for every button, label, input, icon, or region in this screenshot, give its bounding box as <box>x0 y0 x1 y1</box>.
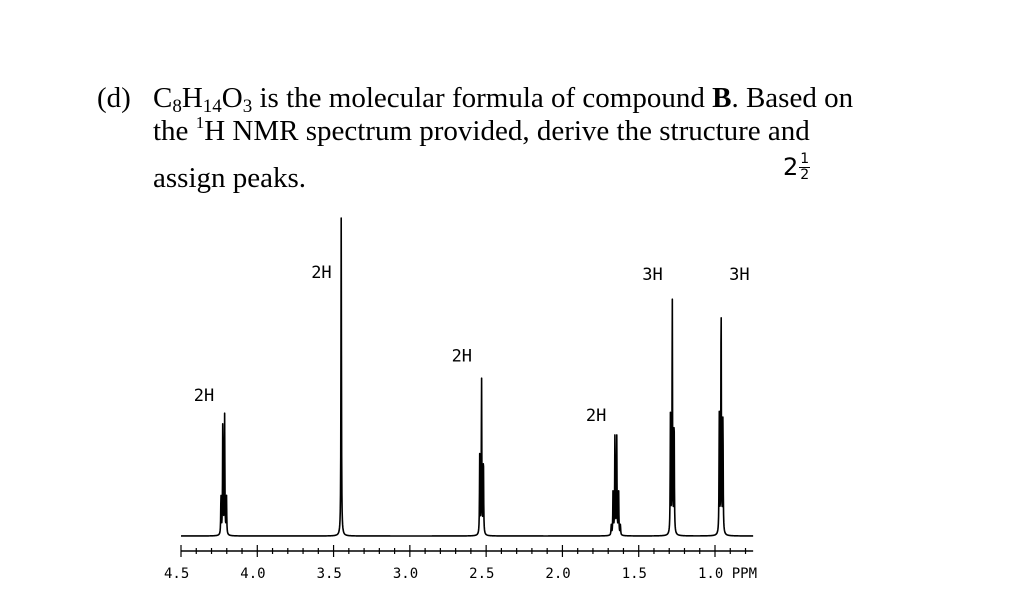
marks-denominator: 2 <box>800 166 810 183</box>
marks-value: 2 1 2 <box>783 151 811 183</box>
question-line-2-text: H NMR spectrum provided, derive the stru… <box>204 115 810 147</box>
integration-labels: 2H 2H 2H 2H 3H 3H <box>194 263 750 426</box>
nmr-axis: 4.5 4.0 3.5 3.0 2.5 2.0 1.5 1.0 PPM <box>164 545 757 582</box>
question-line-1-text: is the molecular formula of compound <box>259 82 713 114</box>
question-line-2-start: the <box>153 115 196 147</box>
integration-label: 2H <box>194 386 214 406</box>
question-line-3: assign peaks. <box>153 162 307 194</box>
formula-element: O <box>221 82 243 114</box>
question-line-1-end: . Based on <box>731 82 854 114</box>
isotope-superscript: 1 <box>195 113 205 132</box>
integration-label: 2H <box>586 406 606 426</box>
question-line-2: the 1H NMR spectrum provided, derive the… <box>153 114 810 147</box>
integration-label: 3H <box>729 265 749 285</box>
question-line-1: C8H14O3 is the molecular formula of comp… <box>153 82 854 117</box>
spectrum-trace <box>180 217 754 537</box>
marks-numerator: 1 <box>799 151 811 168</box>
marks-fraction: 1 2 <box>799 151 811 183</box>
formula-subscript: 14 <box>202 96 222 117</box>
x-tick-label: 2.0 <box>545 566 570 582</box>
compound-name: B <box>712 82 732 114</box>
integration-label: 2H <box>452 346 472 366</box>
integration-label: 3H <box>642 265 662 285</box>
formula-element: C <box>153 82 173 114</box>
x-tick-label: 4.5 <box>164 566 189 582</box>
formula-subscript: 8 <box>172 96 182 117</box>
x-tick-label: 3.0 <box>393 566 418 582</box>
molecular-formula: C8H14O3 <box>153 82 260 117</box>
x-tick-label: 3.5 <box>317 566 342 582</box>
x-tick-label: 2.5 <box>469 566 494 582</box>
integration-label: 2H <box>311 263 331 283</box>
question-label: (d) <box>97 82 131 114</box>
formula-element: H <box>181 82 203 114</box>
x-tick-label: 1.0 PPM <box>698 566 757 582</box>
formula-subscript: 3 <box>242 96 253 117</box>
marks-whole: 2 <box>783 153 799 182</box>
x-tick-label: 4.0 <box>240 566 265 582</box>
x-tick-label: 1.5 <box>622 566 647 582</box>
